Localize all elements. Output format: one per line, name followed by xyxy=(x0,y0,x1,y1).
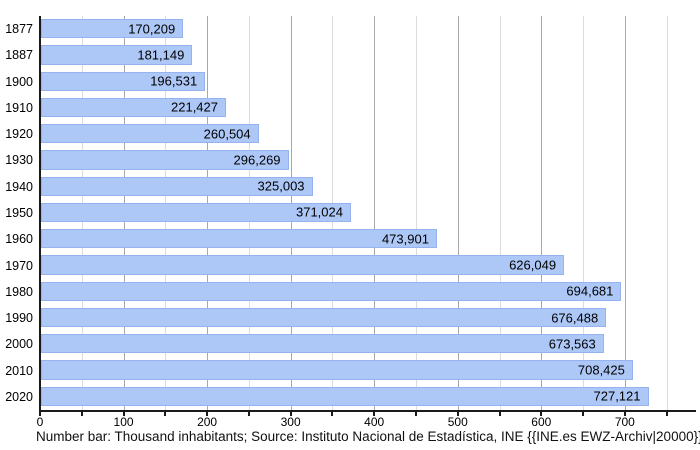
bar-2000: 673,563 xyxy=(41,334,604,354)
bar-value-label: 371,024 xyxy=(295,204,343,220)
bar-1877: 170,209 xyxy=(41,19,184,39)
bar-1900: 196,531 xyxy=(41,71,206,91)
bar-value-label: 296,269 xyxy=(233,152,281,168)
year-label: 1980 xyxy=(5,284,33,299)
bar-value-label: 708,425 xyxy=(577,362,625,378)
year-label: 2010 xyxy=(5,363,33,378)
bar-1960: 473,901 xyxy=(41,229,437,249)
x-tick-label: 200 xyxy=(197,415,218,429)
minor-gridline xyxy=(666,16,668,410)
year-label: 1877 xyxy=(5,22,33,37)
bar-1950: 371,024 xyxy=(41,202,351,223)
bar-value-label: 727,121 xyxy=(593,388,641,404)
x-tick xyxy=(498,412,501,416)
bar-1887: 181,149 xyxy=(41,45,193,65)
x-tick-label: 400 xyxy=(364,415,385,429)
bar-value-label: 694,681 xyxy=(566,283,614,299)
major-gridline xyxy=(541,16,543,410)
x-tick xyxy=(289,412,292,416)
year-label: 1920 xyxy=(5,127,33,142)
bar-row: 196,531 xyxy=(41,69,696,95)
bar-row: 473,901 xyxy=(41,226,696,252)
x-tick-label: 600 xyxy=(531,415,552,429)
bar-value-label: 181,149 xyxy=(137,47,185,63)
year-label: 1950 xyxy=(5,205,33,220)
x-tick xyxy=(331,412,334,416)
x-tick-label: 0 xyxy=(36,415,44,429)
bar-value-label: 676,488 xyxy=(551,310,599,326)
y-axis-labels: 1877 1887 1900 1910 1920 1930 1940 1950 1960 1970… xyxy=(0,16,33,410)
bar-value-label: 170,209 xyxy=(128,21,176,37)
x-tick xyxy=(39,412,41,416)
bar-1920: 260,504 xyxy=(41,124,259,144)
x-tick xyxy=(80,412,83,416)
x-tick xyxy=(247,412,250,416)
bar-row: 626,049 xyxy=(41,252,696,278)
bar-1930: 296,269 xyxy=(41,150,289,170)
bar-1940: 325,003 xyxy=(41,176,313,196)
year-label: 1887 xyxy=(5,48,33,63)
year-label: 1910 xyxy=(5,100,33,115)
minor-gridline xyxy=(583,16,585,410)
year-label: 1970 xyxy=(5,258,33,273)
bar-row: 170,209 xyxy=(41,16,696,42)
bar-2010: 708,425 xyxy=(41,360,633,380)
major-gridline xyxy=(624,16,626,410)
bar-1990: 676,488 xyxy=(41,307,607,328)
bar-value-label: 196,531 xyxy=(150,73,198,89)
bar-row: 708,425 xyxy=(41,357,696,383)
x-tick xyxy=(456,412,459,416)
x-tick xyxy=(122,412,125,416)
bar-row: 371,024 xyxy=(41,200,696,226)
x-tick-label: 700 xyxy=(614,415,635,429)
chart-caption: Number bar: Thousand inhabitants; Source… xyxy=(36,429,700,444)
bar-value-label: 673,563 xyxy=(548,336,596,352)
x-tick xyxy=(373,412,376,416)
year-label: 1900 xyxy=(5,74,33,89)
x-tick-label: 300 xyxy=(280,415,301,429)
x-tick-label: 100 xyxy=(113,415,134,429)
year-label: 1940 xyxy=(5,179,33,194)
bar-row: 260,504 xyxy=(41,121,696,147)
x-tick xyxy=(623,412,626,416)
major-gridline xyxy=(457,16,459,410)
year-label: 2000 xyxy=(5,337,33,352)
bar-row: 325,003 xyxy=(41,174,696,200)
year-label: 1930 xyxy=(5,153,33,168)
x-tick xyxy=(164,412,167,416)
bar-row: 181,149 xyxy=(41,42,696,68)
bar-2020: 727,121 xyxy=(41,386,649,406)
year-label: 2020 xyxy=(5,389,33,404)
bars-container: 170,209 181,149 196,531 221,427 260,504 296,2… xyxy=(41,16,696,410)
major-gridline xyxy=(374,16,376,410)
x-tick xyxy=(414,412,417,416)
bar-row: 694,681 xyxy=(41,279,696,305)
bar-row: 221,427 xyxy=(41,95,696,121)
bar-value-label: 260,504 xyxy=(203,126,251,142)
bar-value-label: 325,003 xyxy=(257,178,305,194)
x-tick xyxy=(582,412,585,416)
bar-1970: 626,049 xyxy=(41,255,565,275)
bar-row: 296,269 xyxy=(41,147,696,173)
bar-row: 673,563 xyxy=(41,331,696,357)
bar-row: 727,121 xyxy=(41,384,696,410)
bar-value-label: 473,901 xyxy=(381,231,429,247)
year-label: 1990 xyxy=(5,311,33,326)
bar-1980: 694,681 xyxy=(41,281,622,301)
bar-value-label: 626,049 xyxy=(509,257,557,273)
minor-gridline xyxy=(415,16,417,410)
x-tick xyxy=(665,412,668,416)
minor-gridline xyxy=(499,16,501,410)
x-tick xyxy=(540,412,543,416)
plot-area: 170,209 181,149 196,531 221,427 260,504 296,2… xyxy=(39,16,696,412)
x-tick xyxy=(206,412,209,416)
bar-1910: 221,427 xyxy=(41,97,226,118)
year-label: 1960 xyxy=(5,232,33,247)
x-tick-label: 500 xyxy=(447,415,468,429)
bar-value-label: 221,427 xyxy=(171,99,218,115)
bar-row: 676,488 xyxy=(41,305,696,331)
